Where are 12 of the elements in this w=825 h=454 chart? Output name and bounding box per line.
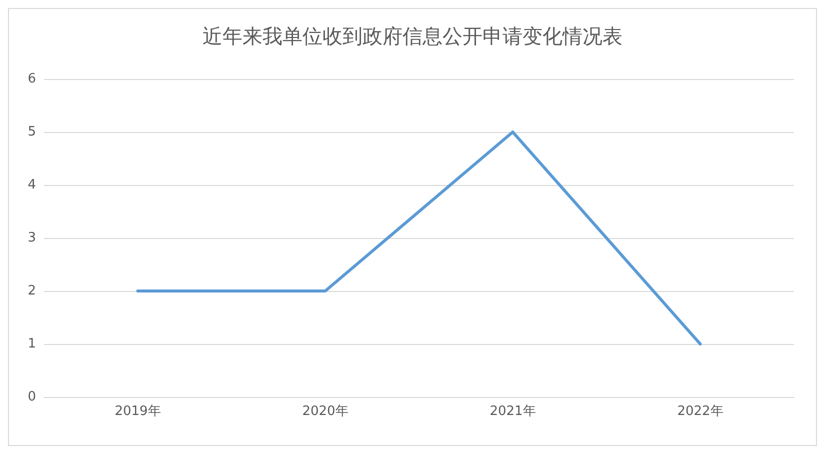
y-tick-label: 1 [28,336,36,352]
x-tick-label: 2020年 [302,404,348,419]
y-tick-label: 5 [28,124,36,140]
x-tick-label: 2021年 [490,404,536,419]
y-tick-label: 3 [28,230,36,246]
y-tick-label: 6 [28,72,36,86]
y-tick-label: 2 [28,284,36,298]
y-tick-label: 0 [28,390,36,404]
chart-title: 近年来我单位收到政府信息公开申请变化情况表 [202,24,622,48]
x-tick-label: 2022年 [677,404,724,419]
y-tick-label: 4 [28,178,36,192]
x-tick-label: 2019年 [114,404,161,419]
